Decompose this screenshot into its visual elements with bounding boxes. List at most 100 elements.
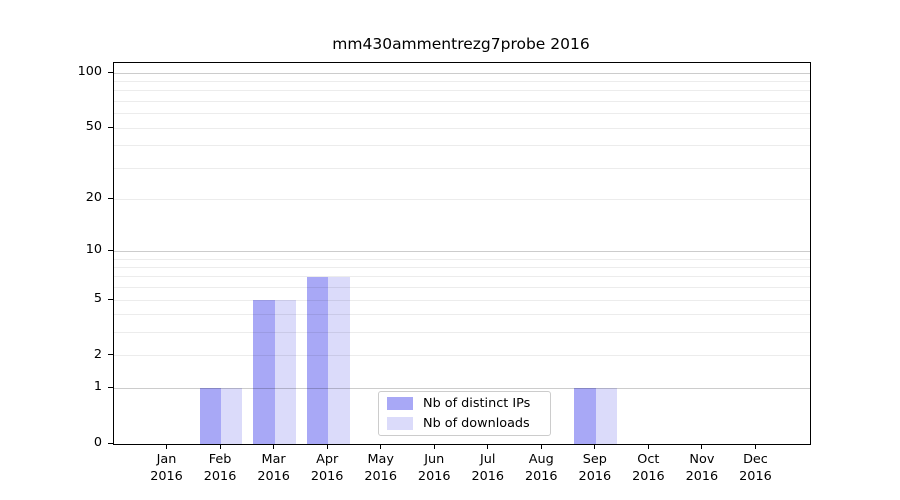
minor-gridline bbox=[114, 266, 810, 268]
bar-distinct-ips bbox=[306, 276, 329, 444]
legend: Nb of distinct IPs Nb of downloads bbox=[378, 391, 551, 436]
y-tick-label: 1 bbox=[93, 379, 102, 395]
plot-area bbox=[113, 62, 811, 445]
bar-downloads bbox=[274, 300, 297, 444]
x-tick-label: May 2016 bbox=[349, 452, 413, 485]
x-tick-month: Mar bbox=[261, 452, 286, 467]
x-tick-mark bbox=[166, 444, 168, 449]
x-tick-year: 2016 bbox=[578, 468, 612, 484]
minor-gridline bbox=[114, 127, 810, 129]
x-tick-mark bbox=[701, 444, 703, 449]
legend-label-distinct-ips: Nb of distinct IPs bbox=[423, 396, 531, 411]
y-tick-label: 50 bbox=[85, 119, 102, 135]
minor-gridline bbox=[114, 90, 810, 92]
bar-downloads bbox=[221, 388, 243, 444]
x-tick-mark bbox=[433, 444, 435, 449]
x-tick-mark bbox=[594, 444, 596, 449]
bar-distinct-ips bbox=[253, 300, 275, 444]
chart-title: mm430ammentrezg7probe 2016 bbox=[332, 35, 590, 53]
legend-swatch-downloads bbox=[387, 417, 413, 430]
x-tick-label: Apr 2016 bbox=[295, 452, 359, 485]
minor-gridline bbox=[114, 332, 810, 334]
minor-gridline bbox=[114, 299, 810, 301]
legend-item-distinct-ips: Nb of distinct IPs bbox=[387, 395, 542, 412]
y-tick-mark bbox=[108, 442, 113, 444]
x-tick-label: Jan 2016 bbox=[135, 452, 199, 485]
x-tick-year: 2016 bbox=[632, 468, 665, 484]
x-tick-year: 2016 bbox=[150, 468, 183, 484]
y-tick-mark bbox=[108, 126, 113, 128]
y-tick-label: 10 bbox=[85, 242, 102, 258]
x-tick-month: Jun bbox=[424, 452, 445, 467]
x-tick-year: 2016 bbox=[417, 468, 451, 484]
y-tick-label: 20 bbox=[85, 190, 102, 206]
x-tick-label: Jul 2016 bbox=[456, 452, 520, 485]
x-tick-year: 2016 bbox=[364, 468, 397, 484]
x-tick-year: 2016 bbox=[739, 468, 772, 484]
bar-distinct-ips bbox=[199, 388, 222, 444]
y-tick-label: 100 bbox=[77, 64, 102, 80]
x-tick-month: Oct bbox=[637, 452, 660, 467]
minor-gridline bbox=[114, 81, 810, 83]
x-tick-month: Sep bbox=[582, 452, 607, 467]
x-tick-mark bbox=[273, 444, 275, 449]
y-tick-mark bbox=[108, 197, 113, 199]
x-tick-year: 2016 bbox=[525, 468, 558, 484]
x-tick-label: Dec 2016 bbox=[723, 452, 787, 485]
minor-gridline bbox=[114, 258, 810, 260]
minor-gridline bbox=[114, 167, 810, 169]
x-tick-label: Feb 2016 bbox=[188, 452, 252, 485]
legend-item-downloads: Nb of downloads bbox=[387, 415, 542, 432]
x-tick-mark bbox=[540, 444, 542, 449]
major-gridline bbox=[114, 387, 810, 389]
x-tick-mark bbox=[380, 444, 382, 449]
x-tick-year: 2016 bbox=[471, 468, 505, 484]
minor-gridline bbox=[114, 145, 810, 147]
bars-layer bbox=[114, 63, 810, 444]
x-tick-month: May bbox=[367, 452, 394, 467]
x-tick-month: Nov bbox=[689, 452, 715, 467]
minor-gridline bbox=[114, 355, 810, 357]
x-tick-month: Jan bbox=[156, 452, 177, 467]
minor-gridline bbox=[114, 314, 810, 316]
major-gridline bbox=[114, 72, 810, 74]
bar-downloads bbox=[328, 276, 350, 444]
bar-downloads bbox=[595, 388, 618, 444]
y-tick-mark bbox=[108, 298, 113, 300]
minor-gridline bbox=[114, 287, 810, 289]
y-tick-mark bbox=[108, 386, 113, 388]
x-tick-year: 2016 bbox=[685, 468, 719, 484]
grid-layer bbox=[114, 63, 810, 444]
minor-gridline bbox=[114, 198, 810, 200]
y-tick-mark bbox=[108, 71, 113, 73]
x-tick-label: Jun 2016 bbox=[402, 452, 466, 485]
x-tick-mark bbox=[754, 444, 756, 449]
x-tick-label: Sep 2016 bbox=[563, 452, 627, 485]
bar-distinct-ips bbox=[574, 388, 596, 444]
x-tick-year: 2016 bbox=[203, 468, 237, 484]
x-tick-label: Aug 2016 bbox=[509, 452, 573, 485]
x-tick-year: 2016 bbox=[257, 468, 290, 484]
y-tick-mark bbox=[108, 354, 113, 356]
minor-gridline bbox=[114, 101, 810, 103]
x-tick-label: Oct 2016 bbox=[616, 452, 680, 485]
x-tick-month: Jul bbox=[480, 452, 496, 467]
x-tick-month: Dec bbox=[743, 452, 768, 467]
x-tick-mark bbox=[487, 444, 489, 449]
x-tick-mark bbox=[219, 444, 221, 449]
x-tick-mark bbox=[326, 444, 328, 449]
x-tick-mark bbox=[647, 444, 649, 449]
minor-gridline bbox=[114, 276, 810, 278]
legend-swatch-distinct-ips bbox=[387, 397, 413, 410]
x-tick-month: Apr bbox=[316, 452, 339, 467]
y-tick-label: 0 bbox=[93, 435, 102, 450]
major-gridline bbox=[114, 250, 810, 252]
x-tick-label: Mar 2016 bbox=[242, 452, 306, 485]
minor-gridline bbox=[114, 113, 810, 115]
x-tick-month: Feb bbox=[208, 452, 232, 467]
x-tick-label: Nov 2016 bbox=[670, 452, 734, 485]
y-tick-label: 2 bbox=[93, 346, 102, 362]
x-tick-year: 2016 bbox=[310, 468, 344, 484]
legend-label-downloads: Nb of downloads bbox=[423, 416, 530, 431]
